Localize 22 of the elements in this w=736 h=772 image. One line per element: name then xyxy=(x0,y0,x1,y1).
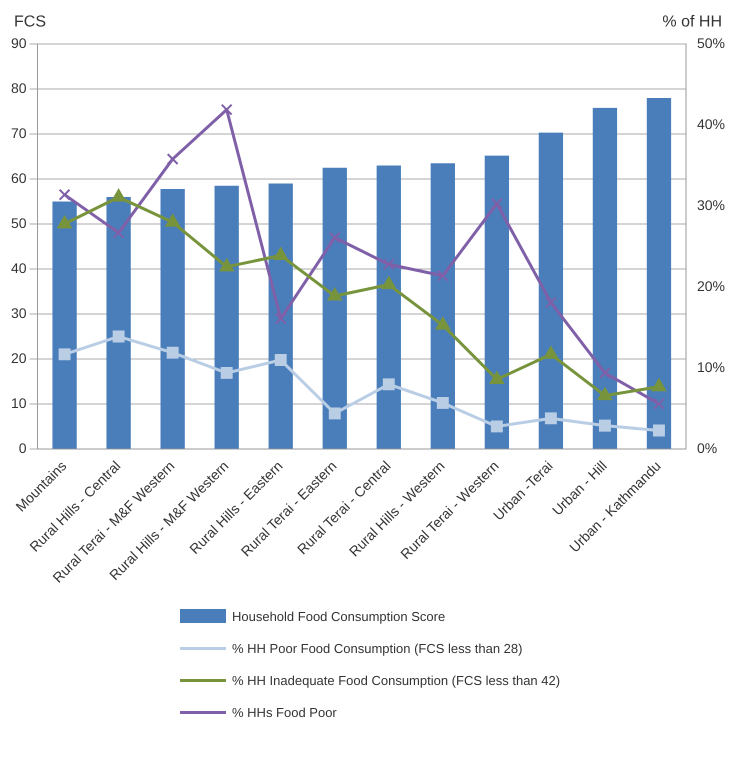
y-tick-label: 50 xyxy=(10,214,27,231)
y-tick-label: 60 xyxy=(10,170,27,186)
y-tick-label: 0 xyxy=(18,440,27,456)
legend-label: % HH Poor Food Consumption (FCS less than 28) xyxy=(232,640,522,656)
y2-tick-label: 30% xyxy=(696,196,726,213)
y2-tick-label: 20% xyxy=(696,278,726,294)
legend-label: % HH Inadequate Food Consumption (FCS less than 42) xyxy=(232,672,560,688)
y-tick-label: 80 xyxy=(10,80,27,96)
legend-label: % HHs Food Poor xyxy=(232,704,337,720)
legend-label: Household Food Consumption Score xyxy=(232,608,446,624)
y-tick-label: 10 xyxy=(10,394,27,411)
y2-tick-label: 10% xyxy=(696,358,726,375)
y-tick-label: 90 xyxy=(10,34,27,51)
y2-tick-label: 0% xyxy=(696,440,718,456)
y2-tick-label: 50% xyxy=(696,34,726,51)
y-tick-label: 40 xyxy=(10,260,27,276)
y-tick-label: 20 xyxy=(10,350,27,366)
y2-tick-label: 40% xyxy=(696,116,726,132)
y2-axis-title: % of HH xyxy=(662,13,722,30)
y-tick-label: 70 xyxy=(10,124,27,141)
y-axis-title: FCS xyxy=(14,13,46,30)
y-tick-label: 30 xyxy=(10,304,27,321)
